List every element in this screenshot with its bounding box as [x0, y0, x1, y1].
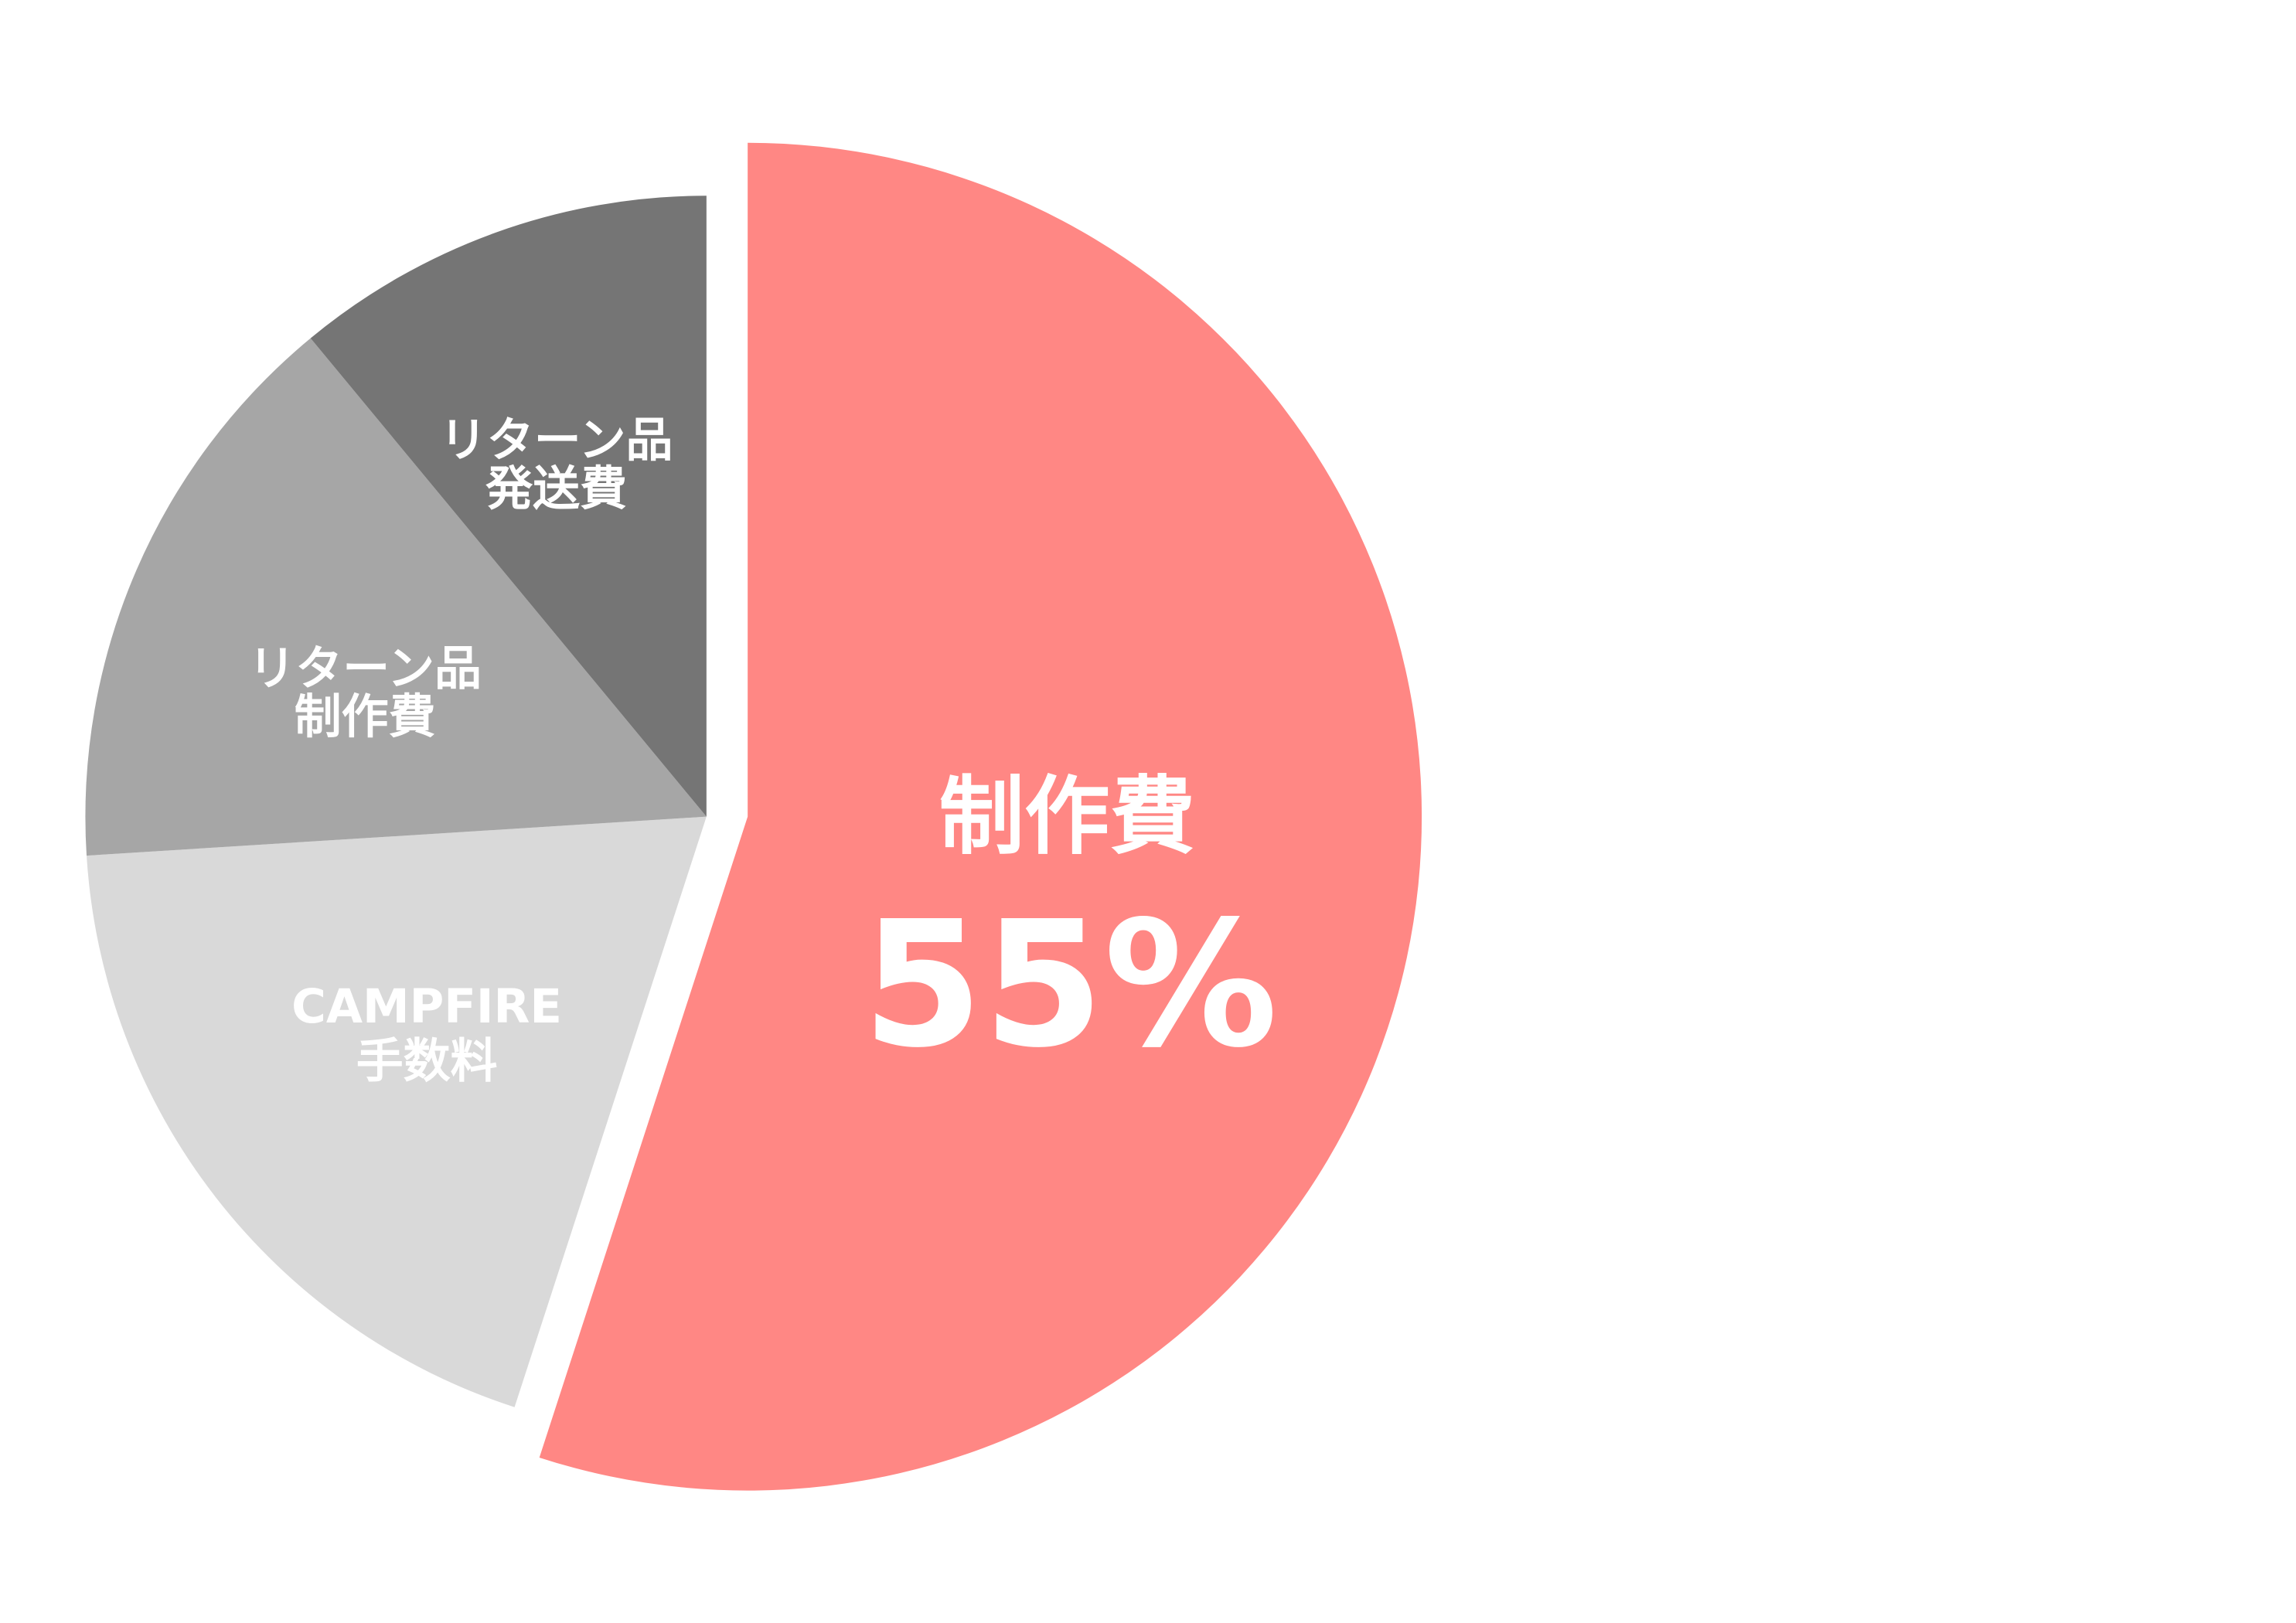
slice-return-production — [85, 338, 707, 856]
slice-label-return-shipping-line1: リターン品 — [440, 413, 673, 468]
slice-label-campfire-line1: CAMPFIRE — [291, 979, 562, 1034]
slice-label-production-line1: 制作費 — [939, 768, 1195, 867]
slice-value-production: 55% — [862, 883, 1278, 1086]
slice-production — [539, 142, 1422, 1491]
slice-campfire-fee — [87, 816, 707, 1407]
slice-label-return-production-line1: リターン品 — [248, 641, 482, 696]
slice-return-shipping — [310, 196, 707, 817]
slice-label-campfire-line2: 手数料 — [356, 1034, 498, 1089]
slice-label-return-shipping-line2: 発送費 — [485, 461, 627, 516]
slice-label-return-production-line2: 制作費 — [295, 689, 436, 744]
